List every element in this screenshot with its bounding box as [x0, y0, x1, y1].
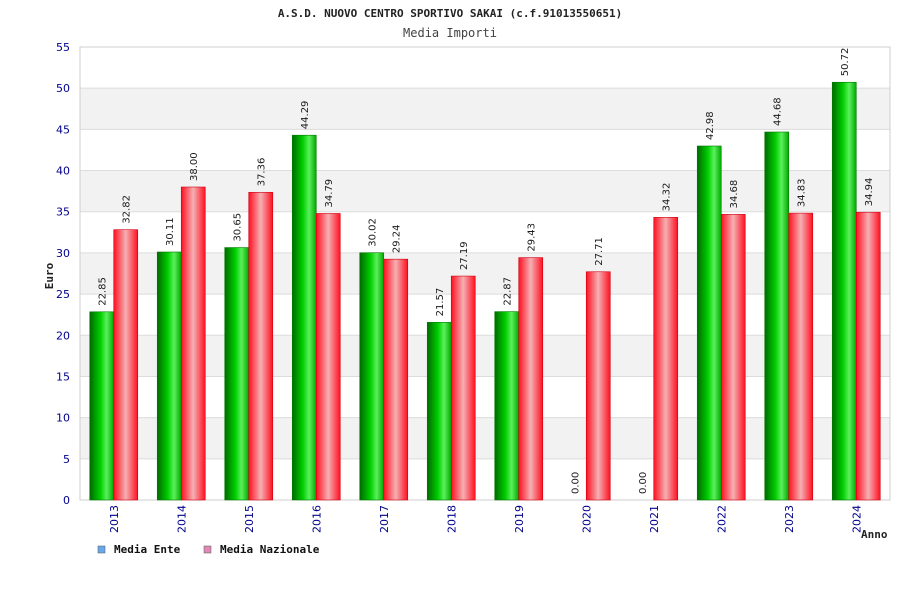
- x-tick-label: 2014: [175, 505, 188, 533]
- x-axis-label: Anno: [861, 528, 888, 541]
- y-tick-label: 35: [56, 206, 70, 219]
- x-tick-label: 2020: [580, 505, 593, 533]
- grid-band: [80, 335, 890, 377]
- bar-media-nazionale: [720, 214, 746, 501]
- value-label-media-ente: 21.57: [435, 288, 446, 317]
- value-label-media-ente: 30.65: [233, 213, 244, 242]
- value-label-media-nazionale: 29.24: [392, 225, 403, 254]
- bar-media-ente: [494, 311, 520, 501]
- plot-area: [79, 46, 891, 501]
- bar-media-ente: [224, 247, 250, 501]
- y-tick-label: 20: [56, 329, 70, 342]
- bar-media-ente: [89, 311, 115, 501]
- data-labels: 22.85 32.82 30.11 38.00 30.65 37.36 44.29 34.79…: [98, 48, 876, 494]
- legend-label-media-ente: Media Ente: [114, 543, 181, 556]
- x-tick-label: 2022: [715, 505, 728, 533]
- x-tick-label: 2016: [310, 505, 323, 533]
- value-label-media-nazionale: 38.00: [189, 152, 200, 181]
- x-tick-label: 2017: [378, 505, 391, 533]
- bar-media-ente: [156, 251, 182, 501]
- bar-media-nazionale: [113, 229, 139, 501]
- x-tick-label: 2013: [108, 505, 121, 533]
- x-tick-label: 2018: [445, 505, 458, 533]
- x-tick-label: 2024: [850, 505, 863, 533]
- x-axis-ticks: 2013 2014 2015 2016 2017 2018 2019 2020 2021 2022…: [108, 505, 864, 533]
- chart-title: A.S.D. NUOVO CENTRO SPORTIVO SAKAI (c.f.…: [278, 7, 622, 20]
- legend-swatch-media-ente: [97, 545, 106, 554]
- bar-media-nazionale: [788, 212, 814, 501]
- y-axis-label: Euro: [43, 262, 56, 289]
- bar-media-ente: [831, 81, 857, 501]
- value-label-media-nazionale: 32.82: [122, 195, 133, 224]
- y-tick-label: 45: [56, 123, 70, 136]
- grid-band: [80, 170, 890, 212]
- bar-media-ente: [426, 322, 452, 501]
- bar-media-ente: [291, 134, 317, 501]
- value-label-media-ente: 42.98: [705, 111, 716, 140]
- legend-swatch-media-nazionale: [203, 545, 212, 554]
- y-tick-label: 50: [56, 82, 70, 95]
- bar-media-ente: [764, 131, 790, 501]
- value-label-media-nazionale: 34.32: [662, 183, 673, 212]
- value-label-media-ente: 30.02: [368, 218, 379, 247]
- value-label-media-ente: 0.00: [638, 472, 649, 494]
- y-tick-label: 55: [56, 41, 70, 54]
- y-tick-label: 15: [56, 370, 70, 383]
- y-tick-label: 0: [63, 494, 70, 507]
- y-axis-ticks: 0 5 10 15 20 25 30 35 40 45 50 55: [56, 41, 70, 507]
- y-tick-label: 40: [56, 165, 70, 178]
- grid-bands: [80, 88, 890, 459]
- value-label-media-ente: 30.11: [165, 217, 176, 246]
- value-label-media-nazionale: 29.43: [527, 223, 538, 252]
- x-tick-label: 2015: [243, 505, 256, 533]
- bars: [89, 81, 881, 501]
- x-tick-label: 2019: [513, 505, 526, 533]
- value-label-media-nazionale: 34.83: [797, 178, 808, 207]
- bar-media-nazionale: [248, 191, 274, 501]
- grid-band: [80, 88, 890, 130]
- x-tick-label: 2021: [648, 505, 661, 533]
- bar-media-nazionale: [383, 258, 409, 501]
- legend-label-media-nazionale: Media Nazionale: [220, 543, 320, 556]
- x-tick-label: 2023: [783, 505, 796, 533]
- bar-media-nazionale: [315, 213, 341, 501]
- value-label-media-nazionale: 34.79: [324, 179, 335, 208]
- value-label-media-ente: 44.29: [300, 101, 311, 130]
- value-label-media-nazionale: 27.19: [459, 241, 470, 270]
- bar-media-nazionale: [653, 217, 679, 501]
- bar-media-ente: [696, 145, 722, 501]
- y-tick-label: 30: [56, 247, 70, 260]
- bar-media-nazionale: [180, 186, 206, 501]
- y-tick-label: 5: [63, 453, 70, 466]
- bar-media-ente: [359, 252, 385, 501]
- value-label-media-nazionale: 34.94: [864, 178, 875, 207]
- bar-media-nazionale: [855, 211, 881, 501]
- value-label-media-nazionale: 37.36: [257, 158, 268, 187]
- value-label-media-ente: 44.68: [773, 97, 784, 126]
- bar-media-nazionale: [450, 275, 476, 501]
- y-tick-label: 25: [56, 288, 70, 301]
- bar-media-nazionale: [585, 271, 611, 501]
- value-label-media-ente: 22.85: [98, 277, 109, 306]
- value-label-media-ente: 0.00: [570, 472, 581, 494]
- grid-band: [80, 417, 890, 459]
- value-label-media-nazionale: 34.68: [729, 180, 740, 209]
- value-label-media-ente: 50.72: [840, 48, 851, 77]
- grid-band: [80, 252, 890, 295]
- chart-subtitle: Media Importi: [403, 26, 497, 40]
- value-label-media-nazionale: 27.71: [594, 237, 605, 266]
- legend: Media Ente Media Nazionale: [97, 543, 320, 556]
- bar-media-nazionale: [518, 257, 544, 501]
- value-label-media-ente: 22.87: [503, 277, 514, 306]
- y-tick-label: 10: [56, 412, 70, 425]
